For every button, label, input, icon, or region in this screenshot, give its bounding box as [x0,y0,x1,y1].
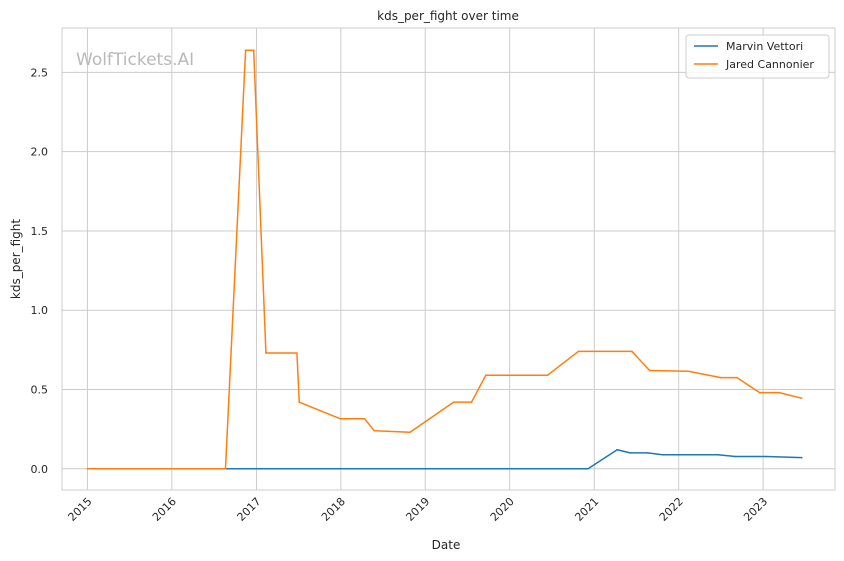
legend-frame [685,34,830,79]
y-tick-label: 2.0 [31,146,49,159]
data-point [470,401,473,403]
data-point [485,374,487,377]
data-point [252,49,255,51]
data-point [86,467,89,470]
data-point [629,452,631,454]
data-point [719,376,722,379]
legend: Marvin Vettori Jared Cannonier [685,34,830,79]
data-point [577,350,580,353]
y-tick-labels: 0.0 0.5 1.0 1.5 2.0 2.5 [31,66,49,475]
legend-label-jared-cannonier: Jared Cannonier [725,58,814,71]
data-point [363,418,366,420]
data-point [298,401,301,403]
legend-label-marvin-vettori: Marvin Vettori [726,40,803,53]
data-point [646,452,649,454]
data-point [778,391,780,394]
data-point [296,352,298,354]
data-point [224,467,227,470]
data-point [758,391,761,394]
data-point [546,374,549,377]
y-tick-label: 0.5 [31,383,49,396]
data-point [717,454,719,456]
y-tick-label: 1.5 [31,225,49,238]
data-point [587,467,589,470]
chart-title: kds_per_fight over time [377,9,519,23]
y-axis-title: kds_per_fight [9,219,23,300]
plot-area-background [62,28,835,490]
data-point [452,401,455,403]
x-axis-title: Date [432,538,461,552]
y-tick-label: 2.5 [31,66,49,79]
data-point [661,454,664,456]
data-point [409,431,411,434]
series-line-jared-cannonier [87,49,802,470]
series-lines [86,49,803,470]
y-tick-label: 0.0 [31,463,49,476]
data-point [734,455,737,458]
series-line-marvin-vettori [225,448,802,470]
data-point [648,369,651,372]
y-tick-label: 1.0 [31,304,49,317]
data-point [736,376,738,379]
data-point [244,49,247,51]
plot-area-frame [61,27,836,491]
data-point [339,418,342,420]
data-point [616,448,618,451]
data-point [765,455,768,458]
watermark-text: WolfTickets.AI [76,50,194,70]
data-point [800,456,803,459]
data-point [800,397,803,400]
data-point [687,370,690,373]
data-point [631,350,633,353]
data-point [373,429,375,432]
data-point [265,352,267,354]
